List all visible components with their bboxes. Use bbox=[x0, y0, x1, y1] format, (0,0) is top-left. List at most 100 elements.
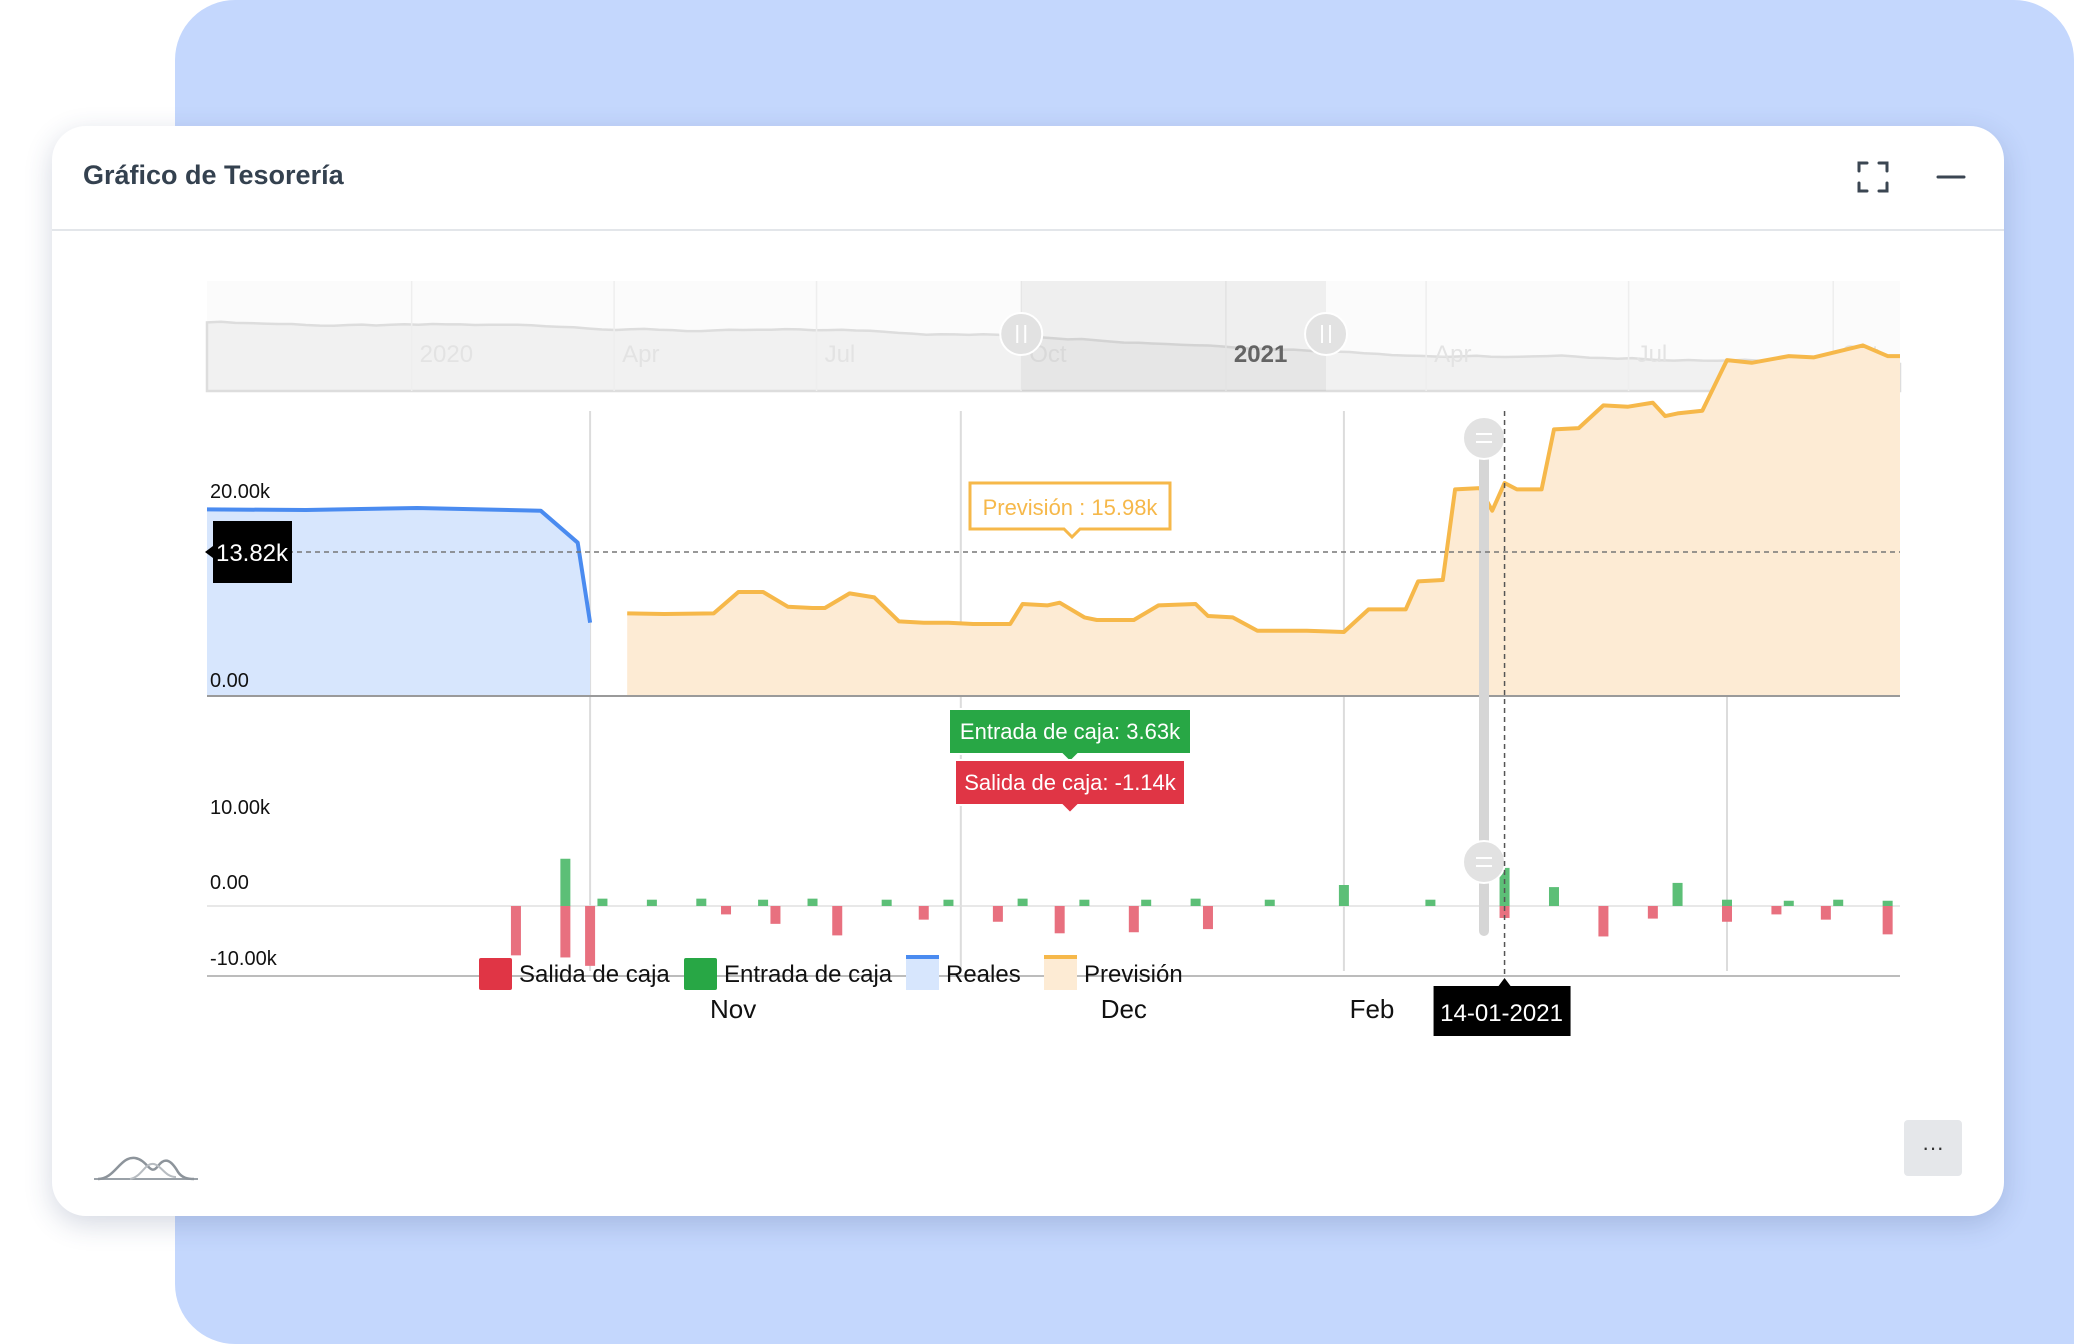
legend-item[interactable]: Entrada de caja bbox=[684, 958, 893, 990]
legend-item[interactable]: Previsión bbox=[1044, 955, 1183, 990]
entrada-bar bbox=[1721, 899, 1732, 906]
handle-circle bbox=[999, 312, 1044, 356]
legend-label: Reales bbox=[946, 961, 1021, 988]
navigator-right-handle[interactable] bbox=[1304, 312, 1349, 356]
entrada-bar bbox=[560, 858, 571, 906]
legend: Salida de caja Entrada de caja Reales Previ… bbox=[479, 955, 1183, 990]
salida-bar bbox=[1202, 906, 1213, 930]
top-y-tick-label: 20.00k bbox=[210, 481, 271, 503]
entrada-bar bbox=[1141, 899, 1152, 906]
entrada-bar bbox=[1882, 900, 1893, 906]
entrada-bar bbox=[1190, 898, 1201, 906]
bottom-y-tick-label: -10.00k bbox=[210, 948, 278, 970]
legend-label: Previsión bbox=[1084, 961, 1183, 988]
x-tick-label: Nov bbox=[710, 994, 756, 1024]
legend-swatch bbox=[479, 958, 512, 990]
entrada-bar bbox=[1264, 899, 1275, 906]
entrada-tooltip-box bbox=[948, 708, 1192, 764]
salida-bar bbox=[770, 906, 781, 924]
cash-flow-chart[interactable]: 2020AprJulOct2021AprJulOct20.00k0.0010.0… bbox=[52, 126, 2004, 1216]
prevision-area bbox=[627, 345, 1900, 696]
navigator-tick-label: Jul bbox=[1637, 341, 1668, 368]
entrada-bar bbox=[646, 899, 657, 906]
entrada-bar bbox=[1548, 887, 1559, 906]
salida-bar bbox=[1499, 906, 1510, 918]
legend-item[interactable]: Reales bbox=[906, 955, 1021, 990]
salida-bar bbox=[1771, 906, 1782, 915]
scrollbar-handle bbox=[1462, 416, 1506, 460]
salida-tooltip: Salida de caja: -1.14k bbox=[954, 759, 1186, 815]
salida-bar bbox=[918, 906, 929, 920]
entrada-bar bbox=[943, 899, 954, 906]
minimize-icon[interactable] bbox=[1934, 160, 1968, 194]
entrada-bar bbox=[1079, 899, 1090, 906]
salida-bar bbox=[992, 906, 1003, 922]
reales-area bbox=[207, 508, 591, 696]
chart-card: Gráfico de Tesorería 2020AprJulOct2021Ap… bbox=[52, 126, 2004, 1216]
navigator-tick-label: Apr bbox=[1434, 341, 1471, 368]
entrada-bar bbox=[1425, 899, 1436, 906]
reales-line bbox=[206, 506, 593, 624]
entrada-bar bbox=[1672, 882, 1683, 906]
salida-tooltip-text: Salida de caja: -1.14k bbox=[964, 770, 1177, 795]
more-options-button[interactable]: ··· bbox=[1904, 1120, 1962, 1176]
crosshair-date-label-box bbox=[1433, 978, 1571, 1036]
salida-bar bbox=[1882, 906, 1893, 935]
crosshair-date-label: 14-01-2021 bbox=[1433, 978, 1571, 1036]
handle-circle bbox=[1304, 312, 1349, 356]
legend-swatch bbox=[1044, 958, 1077, 990]
entrada-bar bbox=[597, 898, 608, 906]
salida-bar bbox=[560, 906, 571, 958]
prevision-tooltip-text: Previsión : 15.98k bbox=[983, 495, 1159, 520]
scrollbar-handle bbox=[1462, 840, 1506, 884]
prevision-tooltip-box bbox=[968, 481, 1172, 540]
salida-bar bbox=[585, 906, 596, 966]
entrada-tooltip: Entrada de caja: 3.63k bbox=[948, 708, 1192, 764]
card-header: Gráfico de Tesorería bbox=[52, 126, 2004, 231]
navigator-tick-label: 2020 bbox=[420, 341, 473, 368]
navigator-left-handle[interactable] bbox=[999, 312, 1044, 356]
expand-icon[interactable] bbox=[1856, 160, 1890, 194]
x-tick-label: Dec bbox=[1101, 994, 1147, 1024]
salida-bar bbox=[721, 906, 732, 915]
navigator-tick-label: Jul bbox=[825, 341, 856, 368]
crosshair-y-label-box bbox=[205, 521, 292, 583]
vertical-scrollbar[interactable] bbox=[1462, 416, 1506, 936]
crosshair-y-label-text: 13.82k bbox=[216, 540, 289, 567]
bottom-y-tick-label: 10.00k bbox=[210, 797, 271, 819]
entrada-bar bbox=[1017, 898, 1028, 906]
navigator-series bbox=[205, 320, 1902, 393]
legend-swatch bbox=[906, 958, 939, 990]
x-tick-label: Feb bbox=[1350, 994, 1395, 1024]
scrollbar-track bbox=[1479, 446, 1489, 936]
legend-label: Salida de caja bbox=[519, 961, 670, 988]
salida-bar bbox=[1820, 906, 1831, 920]
salida-bar bbox=[1054, 906, 1065, 934]
salida-bar bbox=[510, 906, 521, 956]
bottom-y-tick-label: 0.00 bbox=[210, 872, 249, 894]
crosshair-date-label-text: 14-01-2021 bbox=[1440, 1000, 1563, 1027]
entrada-bar bbox=[807, 898, 818, 906]
entrada-bar bbox=[696, 898, 707, 906]
chart-logo-icon bbox=[94, 1156, 198, 1181]
navigator-tick-label: Apr bbox=[622, 341, 659, 368]
salida-tooltip-box bbox=[954, 759, 1186, 815]
legend-swatch bbox=[684, 958, 717, 990]
entrada-bar bbox=[881, 899, 892, 906]
prevision-tooltip: Previsión : 15.98k bbox=[968, 481, 1172, 540]
entrada-bar bbox=[1783, 900, 1794, 906]
crosshair-y-label: 13.82k bbox=[205, 521, 292, 583]
entrada-bar bbox=[1499, 867, 1510, 906]
legend-swatch-line bbox=[1044, 955, 1077, 959]
salida-bar bbox=[832, 906, 843, 936]
entrada-bar bbox=[758, 899, 769, 906]
salida-bar bbox=[1598, 906, 1609, 937]
entrada-tooltip-text: Entrada de caja: 3.63k bbox=[960, 719, 1181, 744]
legend-item[interactable]: Salida de caja bbox=[479, 958, 670, 990]
navigator: 2020AprJulOct2021AprJulOct bbox=[205, 281, 1902, 393]
card-title: Gráfico de Tesorería bbox=[83, 160, 344, 190]
salida-bar bbox=[1721, 906, 1732, 922]
legend-swatch-line bbox=[906, 955, 939, 959]
navigator-selection bbox=[1021, 281, 1327, 391]
legend-label: Entrada de caja bbox=[724, 961, 893, 988]
